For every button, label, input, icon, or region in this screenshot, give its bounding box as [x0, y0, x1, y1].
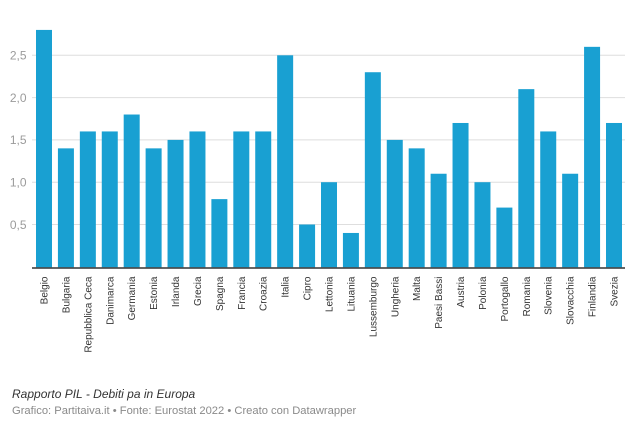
- svg-text:Cipro: Cipro: [303, 276, 314, 300]
- svg-text:Slovacchia: Slovacchia: [566, 276, 577, 325]
- svg-text:Austria: Austria: [456, 276, 467, 308]
- svg-text:Irlanda: Irlanda: [171, 276, 182, 307]
- svg-text:Estonia: Estonia: [149, 276, 160, 310]
- svg-text:0,5: 0,5: [10, 218, 27, 232]
- svg-text:Paesi Bassi: Paesi Bassi: [434, 277, 445, 329]
- svg-text:Belgio: Belgio: [40, 276, 51, 304]
- svg-text:Lussemburgo: Lussemburgo: [368, 276, 379, 337]
- svg-text:Italia: Italia: [281, 276, 292, 298]
- svg-text:Polonia: Polonia: [478, 276, 489, 310]
- svg-text:Finlandia: Finlandia: [588, 276, 599, 317]
- svg-text:1,0: 1,0: [10, 176, 27, 190]
- svg-text:Francia: Francia: [237, 276, 248, 310]
- svg-text:Romania: Romania: [522, 276, 533, 316]
- svg-text:2,5: 2,5: [10, 49, 27, 63]
- svg-text:Svezia: Svezia: [610, 276, 621, 306]
- svg-text:Germania: Germania: [127, 276, 138, 320]
- svg-text:Lituania: Lituania: [346, 276, 357, 311]
- svg-text:Lettonia: Lettonia: [325, 276, 336, 312]
- svg-text:2,0: 2,0: [10, 91, 27, 105]
- svg-text:1,5: 1,5: [10, 133, 27, 147]
- svg-text:Ungheria: Ungheria: [390, 276, 401, 317]
- svg-text:Spagna: Spagna: [215, 276, 226, 311]
- svg-text:Bulgaria: Bulgaria: [61, 276, 72, 313]
- svg-text:Slovenia: Slovenia: [544, 276, 555, 315]
- svg-text:Grecia: Grecia: [193, 276, 204, 306]
- svg-text:Croazia: Croazia: [259, 276, 270, 311]
- svg-text:Repubblica Ceca: Repubblica Ceca: [83, 276, 94, 353]
- svg-text:Danimarca: Danimarca: [105, 276, 116, 325]
- svg-text:Portogallo: Portogallo: [500, 276, 511, 321]
- svg-text:Malta: Malta: [412, 276, 423, 301]
